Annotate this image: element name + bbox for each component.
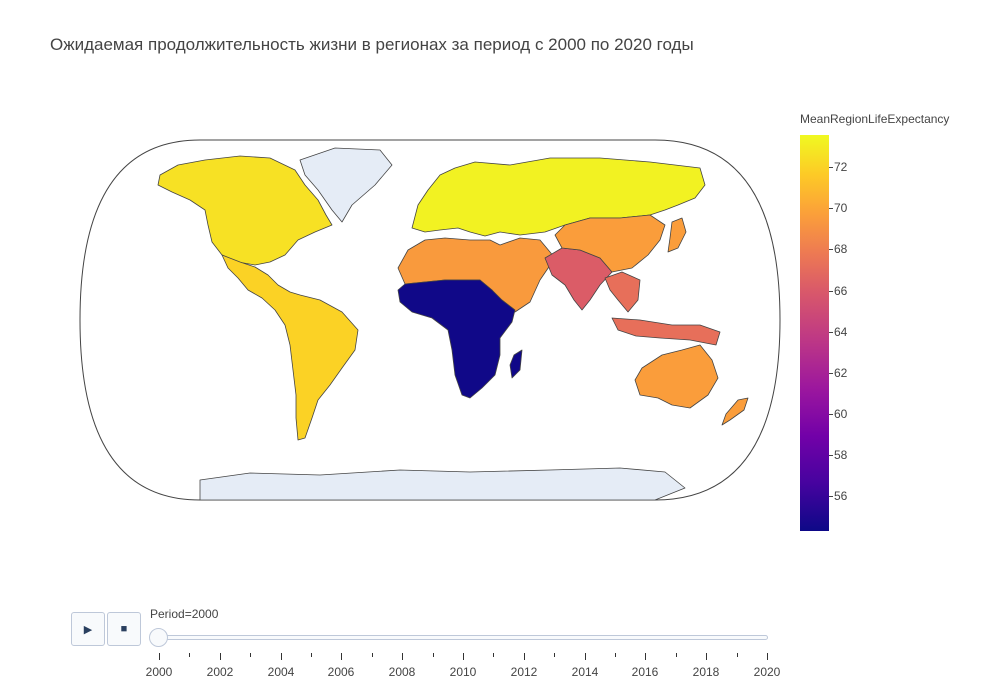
colorbar-tick: 70 — [828, 201, 848, 215]
colorbar-tick: 72 — [828, 160, 848, 174]
slider-tick-major — [341, 653, 342, 660]
region-north-america[interactable] — [157, 155, 333, 266]
slider-tick-major — [706, 653, 707, 660]
region-greenland[interactable] — [299, 147, 393, 223]
slider-tick-minor — [676, 653, 677, 657]
slider-tick-label[interactable]: 2020 — [753, 665, 781, 679]
region-new-zealand[interactable] — [721, 397, 749, 426]
slider-tick-major — [463, 653, 464, 660]
region-antarctica[interactable] — [199, 467, 686, 500]
colorbar-tick: 56 — [828, 489, 848, 503]
slider-tick-label[interactable]: 2002 — [206, 665, 234, 679]
region-japan[interactable] — [667, 217, 687, 253]
world-map[interactable] — [0, 0, 1000, 600]
slider-tick-major — [585, 653, 586, 660]
slider-tick-label[interactable]: 2018 — [692, 665, 720, 679]
slider-tick-minor — [615, 653, 616, 657]
colorbar-title: MeanRegionLifeExpectancy — [800, 112, 950, 126]
stop-icon: ■ — [120, 623, 128, 635]
region-australia[interactable] — [634, 344, 719, 409]
slider-tick-label[interactable]: 2004 — [267, 665, 295, 679]
slider-tick-minor — [311, 653, 312, 657]
slider-tick-minor — [433, 653, 434, 657]
region-madagascar[interactable] — [509, 349, 523, 379]
region-indonesia[interactable] — [611, 317, 721, 346]
colorbar-tick: 66 — [828, 284, 848, 298]
slider-tick-major — [281, 653, 282, 660]
slider-tick-major — [220, 653, 221, 660]
slider-tick-label[interactable]: 2000 — [145, 665, 173, 679]
slider-tick-minor — [189, 653, 190, 657]
colorbar-tick: 68 — [828, 242, 848, 256]
colorbar-tick: 60 — [828, 407, 848, 421]
slider-tick-major — [402, 653, 403, 660]
colorbar — [800, 135, 829, 531]
slider-tick-major — [645, 653, 646, 660]
slider-tick-minor — [493, 653, 494, 657]
slider-handle[interactable] — [149, 628, 168, 647]
chart-title: Ожидаемая продолжительность жизни в реги… — [50, 35, 694, 54]
slider-tick-label[interactable]: 2016 — [631, 665, 659, 679]
colorbar-tick: 58 — [828, 448, 848, 462]
play-button[interactable]: ▶ — [71, 612, 105, 646]
slider-track[interactable] — [158, 635, 768, 640]
play-icon: ▶ — [83, 623, 93, 636]
slider-tick-minor — [737, 653, 738, 657]
slider-tick-major — [524, 653, 525, 660]
slider-tick-minor — [554, 653, 555, 657]
stop-button[interactable]: ■ — [107, 612, 141, 646]
region-east-asia[interactable] — [554, 214, 666, 273]
slider-tick-minor — [372, 653, 373, 657]
region-latin-america[interactable] — [221, 254, 359, 441]
slider-tick-label[interactable]: 2014 — [571, 665, 599, 679]
slider-current-label: Period=2000 — [150, 607, 219, 621]
colorbar-tick: 62 — [828, 366, 848, 380]
slider-tick-label[interactable]: 2012 — [510, 665, 538, 679]
slider-tick-label[interactable]: 2010 — [449, 665, 477, 679]
slider-tick-label[interactable]: 2008 — [388, 665, 416, 679]
colorbar-tick: 64 — [828, 325, 848, 339]
region-southeast-asia[interactable] — [604, 271, 641, 313]
slider-tick-minor — [250, 653, 251, 657]
slider-tick-major — [159, 653, 160, 660]
slider-tick-major — [767, 653, 768, 660]
region-sub-saharan-africa[interactable] — [397, 279, 516, 399]
slider-tick-label[interactable]: 2006 — [327, 665, 355, 679]
